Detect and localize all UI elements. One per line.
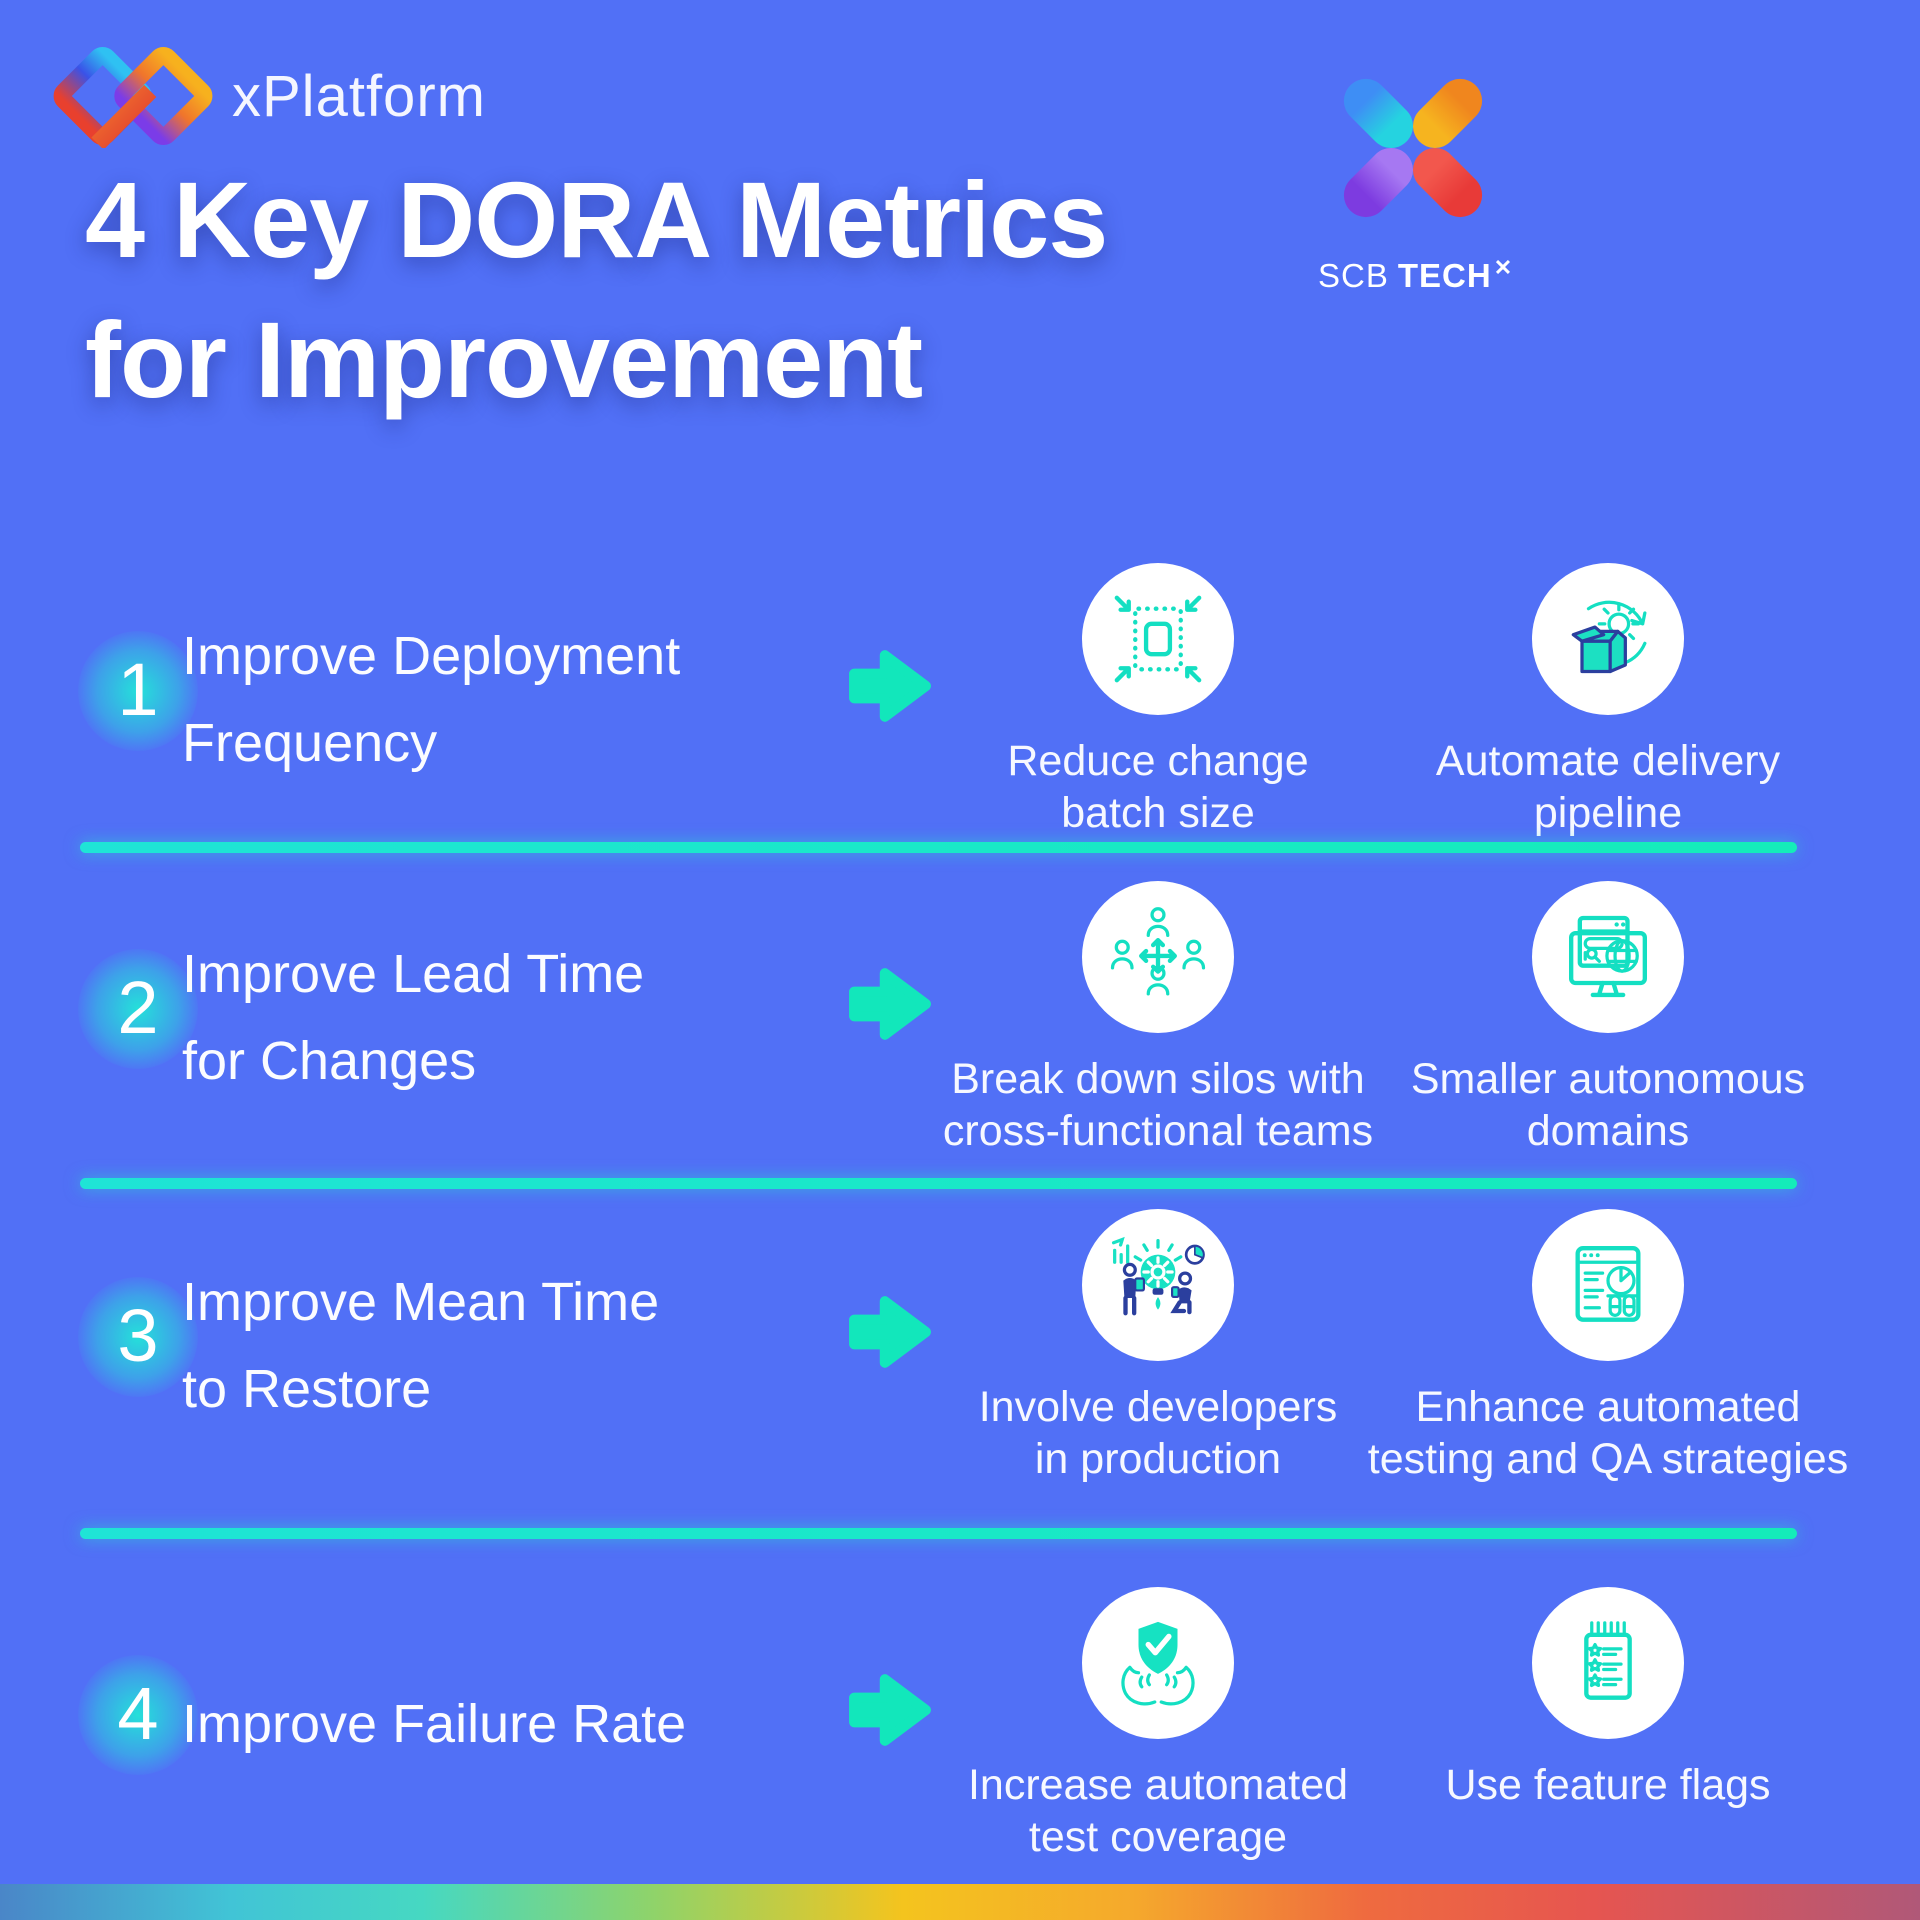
right-arrow-icon <box>849 650 931 722</box>
metric-row-3: 3 Improve Mean Time to Restore <box>0 1209 1920 1509</box>
practice-caption: Smaller autonomous domains <box>1410 1055 1806 1155</box>
row-number-badge: 4 <box>78 1655 198 1775</box>
metric-title: Improve Mean Time to Restore <box>182 1272 660 1419</box>
scb-techx-lockup: SCB TECH✕ <box>1318 48 1514 295</box>
practice-item: Involve developers in production <box>938 1209 1378 1485</box>
right-arrow-icon <box>849 1296 931 1368</box>
metric-title: Improve Lead Time for Changes <box>182 944 645 1091</box>
icon-circle <box>1082 1209 1234 1361</box>
bottom-gradient-bar <box>0 1884 1920 1920</box>
icon-circle <box>1532 563 1684 715</box>
practice-caption: Enhance automated testing and QA strateg… <box>1367 1383 1849 1483</box>
icon-circle <box>1532 1209 1684 1361</box>
right-arrow-icon <box>849 1674 931 1746</box>
practice-item: Increase automated test coverage <box>938 1587 1378 1863</box>
metric-row-4: 4 Improve Failure Rate <box>0 1587 1920 1887</box>
right-arrow-icon <box>849 968 931 1040</box>
page-title-line1: 4 Key DORA Metrics <box>85 159 1108 280</box>
practice-item: Enhance automated testing and QA strateg… <box>1368 1209 1848 1485</box>
automated-testing-icon <box>1575 1246 1641 1322</box>
scb-sup-x: ✕ <box>1493 255 1514 280</box>
brand-name: xPlatform <box>232 63 486 129</box>
practice-item: Use feature flags <box>1378 1587 1838 1811</box>
practice-caption: Use feature flags <box>1445 1761 1771 1809</box>
practice-caption: Involve developers in production <box>978 1383 1338 1483</box>
scb-techx-wordmark: SCB TECH✕ <box>1318 255 1514 294</box>
involve-developers-icon <box>1111 1236 1205 1316</box>
practice-item: Automate delivery pipeline <box>1378 563 1838 839</box>
icon-circle <box>1082 881 1234 1033</box>
metric-row-2: 2 Improve Lead Time for Changes <box>0 881 1920 1181</box>
icon-circle <box>1532 881 1684 1033</box>
practice-item: Smaller autonomous domains <box>1378 881 1838 1157</box>
xplatform-logo-icon <box>53 46 213 148</box>
icon-circle <box>1082 563 1234 715</box>
metric-title: Improve Deployment Frequency <box>182 626 681 773</box>
cross-functional-teams-icon <box>1110 907 1206 996</box>
practice-caption: Increase automated test coverage <box>967 1761 1349 1861</box>
page-title-line2: for Improvement <box>85 299 923 420</box>
row-divider <box>80 1178 1797 1189</box>
row-number-badge: 3 <box>78 1277 198 1397</box>
practice-caption: Reduce change batch size <box>1007 737 1309 837</box>
reduce-batch-icon <box>1114 595 1202 683</box>
autonomous-domains-icon <box>1569 915 1647 998</box>
row-divider <box>80 1528 1797 1539</box>
metric-row-1: 1 Improve Deployment Frequency Reduce ch… <box>0 563 1920 863</box>
scb-techx-x-icon <box>1343 78 1483 218</box>
metric-title: Improve Failure Rate <box>182 1694 687 1754</box>
brand-lockup: xPlatform <box>52 44 486 148</box>
icon-circle <box>1532 1587 1684 1739</box>
icon-circle <box>1082 1587 1234 1739</box>
row-number-badge: 1 <box>78 631 198 751</box>
automate-delivery-icon <box>1571 600 1647 674</box>
page-title: 4 Key DORA Metrics for Improvement <box>85 150 1108 430</box>
row-number-badge: 2 <box>78 949 198 1069</box>
test-coverage-icon <box>1121 1621 1195 1706</box>
row-divider <box>80 842 1797 853</box>
practice-item: Break down silos with cross-functional t… <box>938 881 1378 1157</box>
practice-item: Reduce change batch size <box>938 563 1378 839</box>
practice-caption: Automate delivery pipeline <box>1435 737 1781 837</box>
practice-caption: Break down silos with cross-functional t… <box>942 1055 1374 1155</box>
feature-flags-icon <box>1584 1621 1632 1700</box>
